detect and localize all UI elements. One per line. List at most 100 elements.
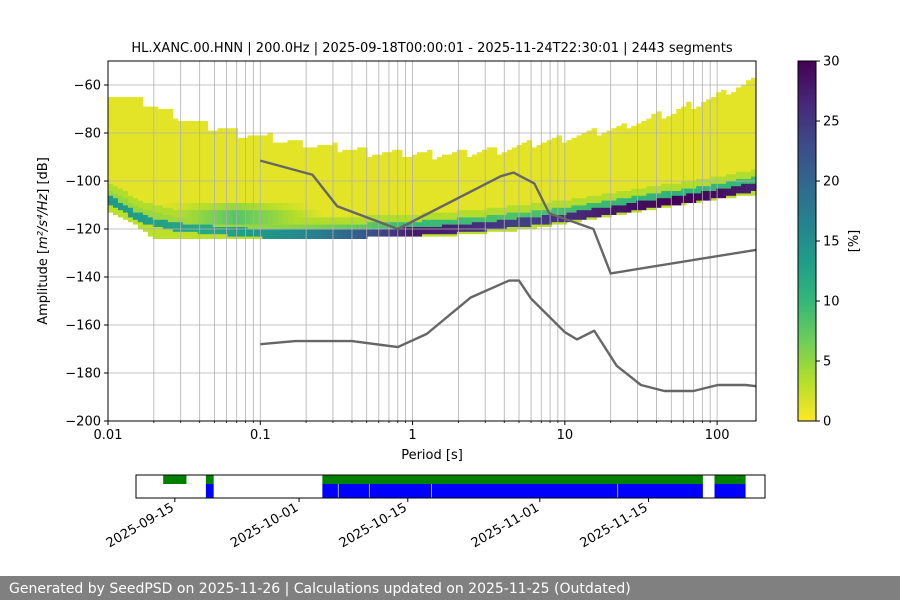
heatmap-cell [436, 190, 443, 194]
figure: HL.XANC.00.HNN | 200.0Hz | 2025-09-18T00… [36, 41, 862, 551]
heatmap-cell [132, 190, 139, 194]
heatmap-cell [127, 125, 134, 129]
heatmap-cell [347, 164, 353, 167]
heatmap-cell [511, 183, 518, 187]
heatmap-cell [127, 212, 134, 215]
heatmap-cell [696, 200, 702, 203]
heatmap-cell [402, 229, 408, 232]
heatmap-cell [317, 219, 323, 223]
heatmap-cell [357, 226, 363, 230]
heatmap-cell [322, 161, 328, 165]
heatmap-cell [367, 205, 373, 208]
heatmap-cell [307, 226, 313, 230]
heatmap-cell [636, 128, 642, 131]
heatmap-cell [561, 166, 567, 170]
heatmap-cell [262, 185, 268, 189]
heatmap-cell [427, 224, 433, 227]
heatmap-cell [521, 185, 528, 189]
heatmap-cell [397, 149, 403, 153]
heatmap-cell [162, 116, 169, 119]
heatmap-cell [172, 128, 179, 131]
heatmap-cell [491, 190, 498, 194]
heatmap-cell [561, 205, 567, 208]
heatmap-cell [342, 224, 348, 227]
heatmap-cell [656, 166, 662, 170]
heatmap-cell [127, 205, 134, 208]
heatmap-cell [686, 161, 692, 165]
heatmap-cell [427, 164, 433, 167]
heatmap-cell [521, 217, 528, 220]
heatmap-cell [466, 207, 473, 211]
heatmap-cell [656, 157, 662, 160]
heatmap-cell [352, 183, 358, 187]
heatmap-cell [357, 219, 363, 223]
heatmap-cell [122, 159, 129, 163]
heatmap-cell [197, 137, 204, 141]
heatmap-cell [327, 181, 333, 184]
heatmap-cell [616, 157, 622, 160]
heatmap-cell [422, 171, 428, 175]
heatmap-cell [157, 157, 164, 160]
heatmap-cell [407, 207, 413, 211]
heatmap-cell [656, 137, 662, 141]
heatmap-cell [297, 149, 303, 153]
heatmap-cell [546, 147, 553, 151]
heatmap-cell [446, 209, 453, 213]
heatmap-cell [237, 185, 243, 189]
heatmap-cell [122, 140, 129, 143]
heatmap-cell [681, 197, 687, 201]
heatmap-cell [277, 176, 283, 179]
heatmap-cell [531, 202, 538, 206]
heatmap-cell [262, 202, 268, 206]
heatmap-cell [108, 171, 114, 175]
heatmap-cell [531, 173, 538, 177]
heatmap-cell [581, 207, 587, 211]
heatmap-cell [422, 152, 428, 155]
heatmap-cell [671, 200, 677, 203]
heatmap-cell [581, 137, 587, 141]
heatmap-cell [496, 185, 503, 189]
heatmap-cell [402, 214, 408, 218]
heatmap-cell [227, 207, 234, 211]
heatmap-cell [162, 149, 169, 153]
heatmap-cell [382, 171, 388, 175]
heatmap-cell [451, 166, 458, 170]
heatmap-cell [521, 178, 528, 182]
heatmap-cell [591, 128, 597, 131]
heatmap-cell [606, 149, 612, 153]
heatmap-cell [726, 195, 732, 199]
heatmap-cell [122, 99, 129, 103]
heatmap-cell [147, 226, 154, 230]
heatmap-cell [362, 178, 368, 182]
heatmap-cell [417, 176, 423, 179]
heatmap-cell [606, 133, 612, 136]
heatmap-cell [701, 193, 707, 196]
heatmap-cell [197, 154, 204, 158]
heatmap-cell [127, 147, 134, 151]
heatmap-cell [491, 217, 498, 220]
heatmap-cell [681, 137, 687, 141]
heatmap-cell [377, 161, 383, 165]
heatmap-cell [526, 190, 533, 194]
heatmap-cell [342, 176, 348, 179]
heatmap-cell [671, 176, 677, 179]
heatmap-cell [237, 233, 243, 237]
heatmap-cell [417, 224, 423, 227]
heatmap-cell [152, 121, 159, 124]
heatmap-cell [551, 209, 558, 213]
heatmap-cell [352, 173, 358, 177]
heatmap-cell [357, 221, 363, 225]
heatmap-cell [621, 125, 627, 129]
heatmap-cell [476, 159, 483, 163]
heatmap-cell [706, 169, 712, 172]
heatmap-cell [551, 207, 558, 211]
heatmap-cell [686, 178, 692, 182]
heatmap-cell [322, 181, 328, 184]
heatmap-cell [187, 142, 194, 146]
heatmap-cell [207, 197, 214, 201]
heatmap-cell [392, 185, 398, 189]
heatmap-cell [721, 104, 727, 107]
heatmap-cell [142, 195, 149, 199]
heatmap-cell [721, 188, 727, 191]
heatmap-cell [317, 205, 323, 208]
